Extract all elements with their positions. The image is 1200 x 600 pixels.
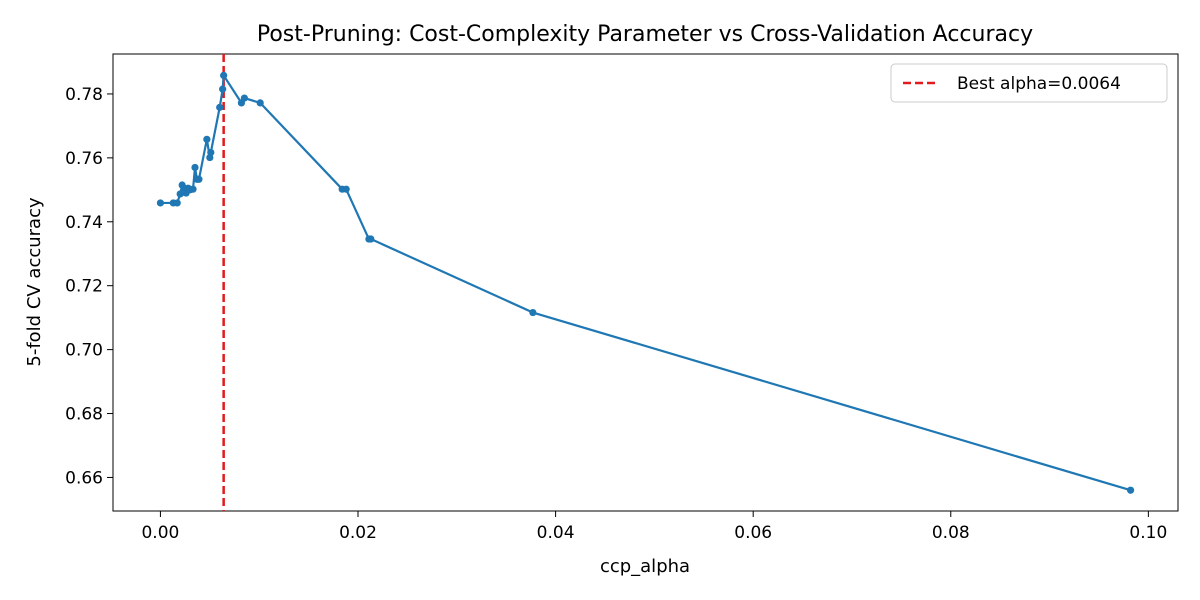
data-point [216,103,224,111]
data-point [191,163,199,172]
axis-ticks: 0.00 0.02 0.04 0.06 0.08 0.10 0.66 0.68 0.70 0.72… [65,85,1167,543]
legend: Best alpha=0.0064 [890,63,1168,103]
data-series [156,71,1135,494]
data-point [173,199,181,207]
y-tick-label: 0.76 [65,149,103,169]
y-tick-label: 0.78 [65,85,103,105]
x-tick-label: 0.04 [537,523,575,543]
data-point [240,94,248,102]
data-point [219,85,227,93]
x-tick-label: 0.10 [1129,523,1167,543]
legend-label: Best alpha=0.0064 [957,74,1121,94]
data-point [195,175,203,183]
series-line [160,74,1131,492]
y-tick-label: 0.66 [65,468,103,488]
legend-box [890,63,1168,103]
data-point [189,185,197,193]
data-point [256,99,264,107]
y-tick-label: 0.68 [65,405,103,425]
data-point [367,235,375,243]
data-point [203,135,211,143]
x-tick-label: 0.08 [932,523,970,543]
chart-title: Post-Pruning: Cost-Complexity Parameter … [257,22,1033,47]
data-point [220,71,228,80]
y-axis-label: 5-fold CV accuracy [24,197,45,367]
data-point [529,308,537,317]
data-point [156,199,165,207]
data-point [1126,486,1135,494]
x-tick-label: 0.06 [734,523,772,543]
data-point [176,190,184,198]
x-tick-label: 0.02 [339,523,377,543]
y-tick-label: 0.74 [65,213,103,233]
plot-area-frame [112,53,1179,512]
y-tick-label: 0.70 [65,341,103,361]
data-point [342,185,350,193]
y-tick-label: 0.72 [65,277,103,297]
data-point [207,148,215,157]
x-axis-label: ccp_alpha [600,556,690,577]
x-tick-label: 0.00 [141,523,179,543]
